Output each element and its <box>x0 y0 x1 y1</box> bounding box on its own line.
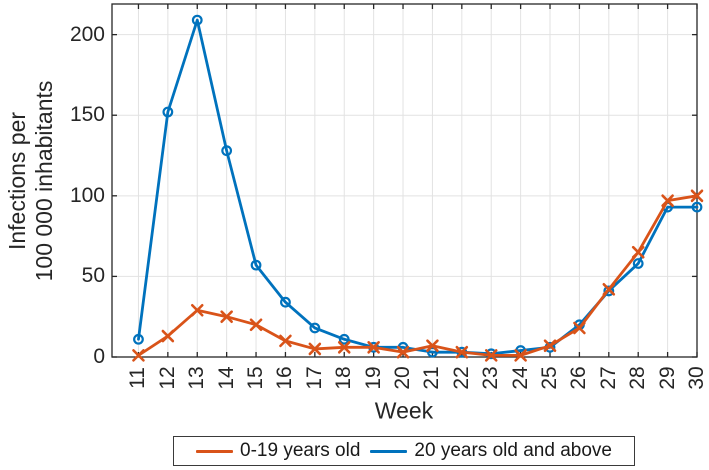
series-markers-x <box>132 189 704 362</box>
x-tick-label: 21 <box>420 366 444 390</box>
x-tick-label: 24 <box>508 366 532 390</box>
series-20-years-old-and-above <box>133 14 703 360</box>
axes-box <box>111 3 698 358</box>
x-tick-label: 19 <box>361 366 385 390</box>
x-axis-label: Week <box>374 397 434 424</box>
x-tick-label: 27 <box>596 366 620 390</box>
x-tick-label: 16 <box>273 366 297 390</box>
series-markers-o <box>133 14 703 360</box>
y-axis-label-line2: 100 000 inhabitants <box>31 80 57 282</box>
y-tick-label: 200 <box>69 22 105 46</box>
x-tick-label: 22 <box>449 366 473 390</box>
x-tick-label: 29 <box>655 366 679 390</box>
y-tick-label: 50 <box>81 264 105 288</box>
x-tick-label: 12 <box>155 366 179 390</box>
x-tick-label: 15 <box>244 366 268 390</box>
series-0-19-years-old <box>132 189 704 362</box>
x-tick-label: 25 <box>538 366 561 390</box>
legend: 0-19 years old 20 years old and above <box>173 436 635 466</box>
legend-item-20plus: 20 years old and above <box>370 440 612 462</box>
x-tick-label: 30 <box>685 366 708 390</box>
x-tick-label: 18 <box>332 366 356 390</box>
x-tick-label: 14 <box>214 366 238 390</box>
y-tick-label: 0 <box>93 345 105 368</box>
y-axis-label-line1: Infections per <box>4 111 30 251</box>
legend-item-0-19: 0-19 years old <box>196 440 360 462</box>
x-tick-label: 28 <box>626 366 650 390</box>
x-tick-label: 17 <box>302 366 326 390</box>
x-tick-label: 13 <box>185 366 209 390</box>
x-tick-label: 26 <box>567 366 591 390</box>
x-tick-label: 23 <box>479 366 503 390</box>
x-tick-label: 11 <box>126 367 150 389</box>
legend-label-20plus: 20 years old and above <box>414 440 612 461</box>
y-tick-label: 100 <box>69 183 105 207</box>
y-axis-label: Infections per 100 000 inhabitants <box>4 81 58 282</box>
legend-line-sample-20plus <box>370 449 408 453</box>
legend-label-0-19: 0-19 years old <box>240 440 361 461</box>
x-tick-label: 20 <box>391 366 415 390</box>
y-tick-label: 150 <box>69 103 105 127</box>
gridlines <box>112 4 698 358</box>
legend-line-sample-0-19 <box>196 449 234 453</box>
